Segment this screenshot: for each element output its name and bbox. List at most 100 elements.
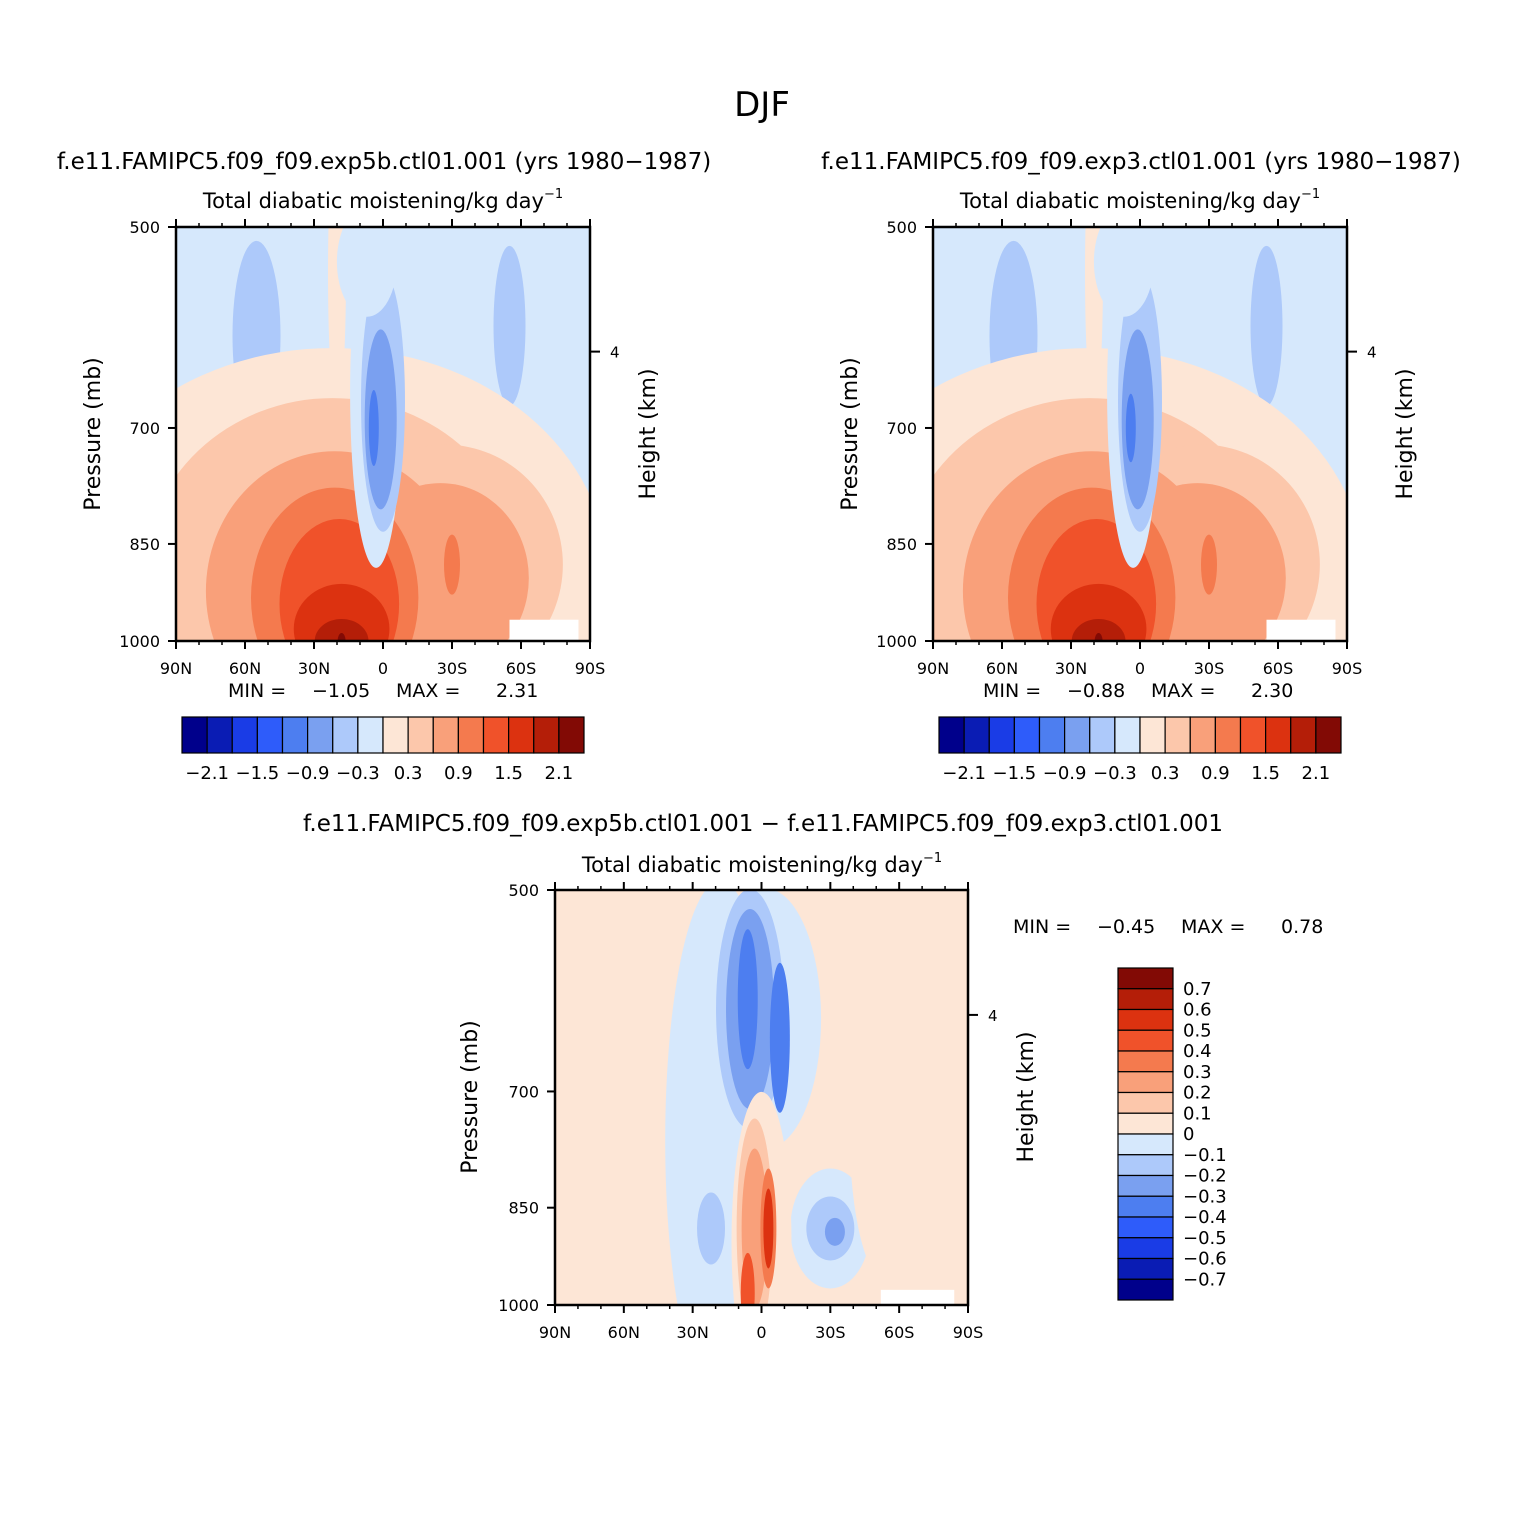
colorbar-swatch — [1117, 1174, 1174, 1197]
itcz-top — [1093, 227, 1154, 317]
colorbar-swatch — [307, 716, 334, 754]
y-tick-label: 850 — [129, 535, 160, 554]
colorbar-swatch — [181, 716, 208, 754]
x-tick-label: 60S — [884, 1323, 915, 1342]
x-tick-label: 0 — [378, 659, 388, 678]
x-tick-label: 90S — [575, 659, 606, 678]
colorbar-label: −0.3 — [336, 763, 380, 784]
panel-2-subtitle: Total diabatic moistening/kg day−1 — [959, 187, 1320, 213]
x-tick-label: 60S — [1263, 659, 1294, 678]
colorbar-label: −0.3 — [1093, 763, 1137, 784]
colorbar-swatch — [1114, 716, 1141, 754]
colorbar-swatch — [1117, 1216, 1174, 1239]
colorbar-label: −0.2 — [1183, 1166, 1227, 1187]
colorbar-label: −0.6 — [1183, 1249, 1227, 1270]
sh-moist-4 — [444, 534, 460, 595]
x-tick-label: 60N — [229, 659, 261, 678]
x-tick-label: 30S — [437, 659, 468, 678]
panel-2: f.e11.FAMIPC5.f09_f09.exp3.ctl01.001 (yr… — [821, 149, 1461, 784]
height-tick-label: 4 — [988, 1007, 998, 1025]
colorbar-swatch — [1117, 1071, 1174, 1094]
colorbar-swatch — [963, 716, 990, 754]
colorbar-swatch — [231, 716, 258, 754]
colorbar-swatch — [281, 716, 309, 754]
y-tick-label: 700 — [508, 1082, 539, 1101]
panel-2-max-value: 2.30 — [1251, 680, 1293, 702]
colorbar-label: −1.5 — [993, 763, 1037, 784]
colorbar-swatch — [357, 716, 384, 754]
colorbar-swatch — [1117, 1008, 1174, 1031]
x-tick-label: 90N — [160, 659, 192, 678]
colorbar-swatch — [1315, 716, 1342, 754]
colorbar-swatch — [382, 716, 409, 754]
missing-data — [880, 1289, 955, 1305]
colorbar-label: 0.9 — [444, 763, 473, 784]
colorbar-label: 1.5 — [1251, 763, 1280, 784]
panel-2-field — [933, 227, 1347, 641]
colorbar-label: 0.7 — [1183, 979, 1212, 1000]
nh-negative-2 — [697, 1192, 726, 1265]
colorbar-swatch — [1117, 1195, 1174, 1218]
colorbar-label: −0.9 — [286, 763, 330, 784]
x-tick-label: 0 — [756, 1323, 766, 1342]
colorbar-label: 1.5 — [494, 763, 523, 784]
y-tick-label: 700 — [129, 419, 160, 438]
colorbar-label: 0.4 — [1183, 1041, 1212, 1062]
panel-3-subtitle: Total diabatic moistening/kg day−1 — [581, 851, 942, 877]
colorbar-label: −2.1 — [185, 763, 229, 784]
colorbar-swatch — [1189, 716, 1216, 754]
colorbar-swatch — [988, 716, 1015, 754]
colorbar-swatch — [1117, 1257, 1174, 1280]
eq-negative-4 — [737, 929, 758, 1070]
panel-1-max-label: MAX = — [396, 680, 460, 702]
colorbar-label: 0.6 — [1183, 1000, 1212, 1021]
panel-2-min-value: −0.88 — [1067, 680, 1125, 702]
colorbar-swatch — [1117, 1112, 1174, 1135]
panel-1-plot: 90N 60N 30N 0 30S 60S 90S 500 700 850 1000 4 — [119, 218, 619, 678]
x-tick-label: 0 — [1135, 659, 1145, 678]
colorbar-swatch — [1117, 1278, 1174, 1301]
panel-3-min-label: MIN = — [1013, 916, 1071, 938]
nh-moist-6 — [1050, 583, 1147, 641]
x-tick-label: 90S — [953, 1323, 984, 1342]
sh-moist-4 — [1201, 534, 1217, 595]
x-tick-label: 60N — [986, 659, 1018, 678]
panel-1-min-value: −1.05 — [312, 680, 370, 702]
panel-1-max-value: 2.31 — [496, 680, 538, 702]
colorbar-swatch — [432, 716, 459, 754]
colorbar-label: 0.9 — [1201, 763, 1230, 784]
nh-moist-max — [1094, 633, 1103, 641]
colorbar-label: 0.3 — [1183, 1062, 1212, 1083]
x-tick-label: 90N — [917, 659, 949, 678]
colorbar-swatch — [1117, 1133, 1174, 1156]
colorbar-swatch — [1117, 1237, 1174, 1260]
x-tick-label: 30N — [1055, 659, 1087, 678]
panel-3-title: f.e11.FAMIPC5.f09_f09.exp5b.ctl01.001 − … — [303, 811, 1223, 837]
panel-3: f.e11.FAMIPC5.f09_f09.exp5b.ctl01.001 − … — [303, 811, 1323, 1342]
x-tick-label: 60N — [608, 1323, 640, 1342]
panel-2-ylabel: Pressure (mb) — [838, 357, 863, 511]
nh-moist-6 — [293, 583, 390, 641]
nh-moist-7 — [314, 619, 369, 641]
x-tick-label: 60S — [506, 659, 537, 678]
colorbar-label: 0 — [1183, 1124, 1194, 1145]
colorbar-label: 0.1 — [1183, 1103, 1212, 1124]
missing-data — [1266, 619, 1336, 641]
missing-data — [509, 619, 579, 641]
x-tick-label: 90N — [539, 1323, 571, 1342]
y-tick-label: 500 — [508, 881, 539, 900]
colorbar-swatch — [533, 716, 560, 754]
sh-dry-lobe — [1250, 245, 1283, 406]
colorbar-label: −0.9 — [1043, 763, 1087, 784]
colorbar-label: 0.2 — [1183, 1083, 1212, 1104]
panel-1-ylabel: Pressure (mb) — [81, 357, 106, 511]
y-tick-label: 500 — [129, 218, 160, 237]
itcz-dry-3 — [1125, 393, 1136, 463]
colorbar-swatch — [1239, 716, 1267, 754]
y-tick-label: 1000 — [876, 632, 917, 651]
colorbar-swatch — [1117, 1091, 1174, 1114]
eq-negative-5 — [769, 962, 790, 1113]
colorbar-swatch — [1117, 1029, 1174, 1052]
panel-1-title: f.e11.FAMIPC5.f09_f09.exp5b.ctl01.001 (y… — [57, 149, 711, 175]
